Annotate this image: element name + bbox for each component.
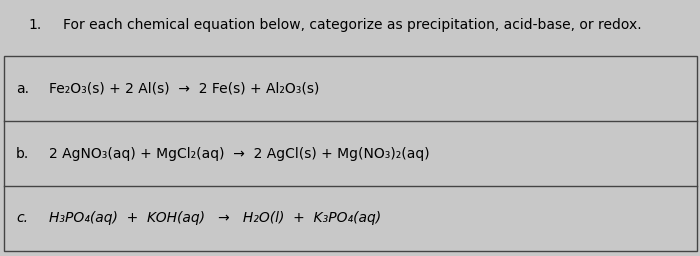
Text: c.: c. [16, 211, 28, 226]
Bar [4, 56, 696, 251]
Text: 2 AgNO₃(aq) + MgCl₂(aq)  →  2 AgCl(s) + Mg(NO₃)₂(aq): 2 AgNO₃(aq) + MgCl₂(aq) → 2 AgCl(s) + Mg… [49, 147, 430, 161]
Text: a.: a. [16, 82, 29, 96]
Text: H₃PO₄(aq)  +  KOH(aq)   →   H₂O(l)  +  K₃PO₄(aq): H₃PO₄(aq) + KOH(aq) → H₂O(l) + K₃PO₄(aq) [49, 211, 381, 226]
Text: b.: b. [16, 147, 29, 161]
Text: For each chemical equation below, categorize as precipitation, acid-base, or red: For each chemical equation below, catego… [63, 18, 642, 32]
Text: Fe₂O₃(s) + 2 Al(s)  →  2 Fe(s) + Al₂O₃(s): Fe₂O₃(s) + 2 Al(s) → 2 Fe(s) + Al₂O₃(s) [49, 82, 319, 96]
Text: 1.: 1. [28, 18, 41, 32]
